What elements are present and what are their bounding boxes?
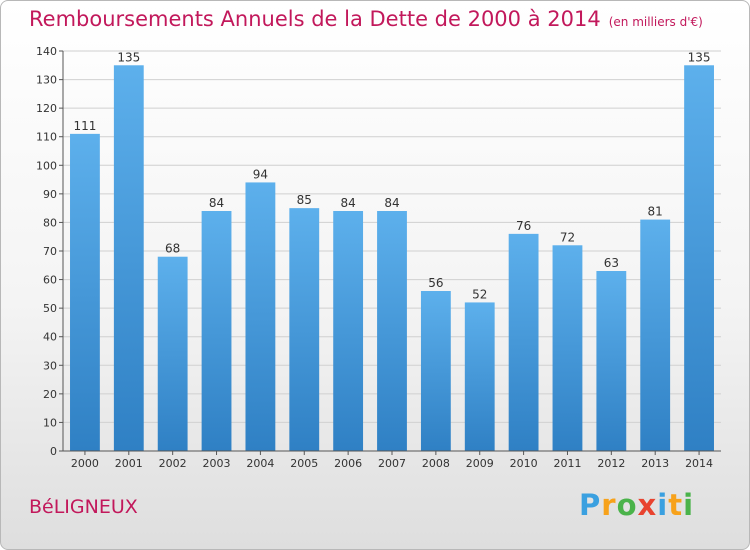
bar-chart: 111 135 68 84 94 85 84 84 56 52 76 72 63 81 135 0 10 20 3…	[36, 45, 721, 470]
bar-value-label: 56	[428, 276, 443, 290]
bar	[464, 302, 495, 451]
chart-unit: (en milliers d'€)	[608, 15, 703, 29]
bar-value-label: 72	[560, 230, 575, 244]
bar	[245, 182, 276, 451]
logo-letter: P	[579, 488, 602, 522]
x-tick-label: 2000	[71, 457, 99, 470]
chart-title: Remboursements Annuels de la Dette de 20…	[29, 7, 703, 31]
bar	[201, 211, 232, 451]
x-tick-label: 2002	[159, 457, 187, 470]
logo-letter: o	[616, 488, 638, 522]
axes: 0 10 20 30 40 50 60 70 80 90 100 110 120 130 140 2000 20…	[36, 45, 721, 470]
bar	[508, 233, 539, 451]
bar-value-label: 68	[165, 242, 180, 256]
x-tick-label: 2012	[597, 457, 625, 470]
bar	[289, 208, 320, 451]
x-tick-label: 2008	[422, 457, 450, 470]
x-tick-label: 2006	[334, 457, 362, 470]
x-tick-label: 2007	[378, 457, 406, 470]
bar	[596, 271, 627, 451]
y-tick-label: 50	[43, 302, 57, 315]
bar-value-label: 84	[384, 196, 399, 210]
y-tick-label: 110	[36, 131, 57, 144]
x-tick-label: 2004	[246, 457, 274, 470]
y-tick-label: 140	[36, 45, 57, 58]
x-tick-label: 2011	[553, 457, 581, 470]
bar	[684, 65, 714, 452]
bar	[420, 291, 451, 451]
y-tick-label: 80	[43, 216, 57, 229]
commune-name: BéLIGNEUX	[29, 496, 138, 518]
y-tick-label: 90	[43, 188, 57, 201]
bar	[640, 219, 671, 451]
bar-value-label: 63	[604, 256, 619, 270]
y-tick-label: 130	[36, 74, 57, 87]
x-tick-label: 2014	[685, 457, 713, 470]
x-tick-label: 2010	[510, 457, 538, 470]
logo-letter: i	[657, 488, 669, 522]
bar	[377, 211, 407, 451]
y-tick-label: 10	[43, 416, 57, 429]
y-tick-label: 60	[43, 274, 57, 287]
y-tick-label: 0	[50, 445, 57, 458]
logo-letter: i	[683, 488, 695, 522]
y-tick-label: 20	[43, 388, 57, 401]
y-tick-label: 120	[36, 102, 57, 115]
bar-value-label: 52	[472, 287, 487, 301]
bar-value-label: 94	[253, 167, 268, 181]
bar-value-label: 135	[117, 50, 140, 64]
bar-value-label: 81	[648, 205, 663, 219]
bar-value-label: 135	[688, 50, 711, 64]
x-tick-label: 2013	[641, 457, 669, 470]
y-tick-label: 30	[43, 359, 57, 372]
bar-value-label: 84	[209, 196, 224, 210]
bar	[552, 245, 583, 451]
x-tick-label: 2005	[290, 457, 318, 470]
bar	[333, 211, 364, 451]
y-tick-label: 40	[43, 331, 57, 344]
bar-value-label: 76	[516, 219, 531, 233]
y-tick-label: 100	[36, 159, 57, 172]
bar-value-label: 111	[73, 119, 96, 133]
chart-title-text: Remboursements Annuels de la Dette de 20…	[29, 7, 601, 31]
y-tick-label: 70	[43, 245, 57, 258]
bar	[113, 65, 144, 452]
logo-letter: t	[668, 488, 684, 522]
bar	[70, 133, 100, 451]
bar	[157, 256, 188, 451]
bars: 111 135 68 84 94 85 84 84 56 52 76 72 63 81 135	[70, 50, 714, 452]
bar-value-label: 85	[297, 193, 312, 207]
x-tick-label: 2001	[115, 457, 143, 470]
bar-value-label: 84	[340, 196, 355, 210]
logo-letter: r	[601, 488, 617, 522]
proxiti-logo: Proxiti	[579, 488, 694, 522]
x-tick-label: 2009	[466, 457, 494, 470]
logo-letter: x	[637, 488, 658, 522]
x-tick-label: 2003	[203, 457, 231, 470]
